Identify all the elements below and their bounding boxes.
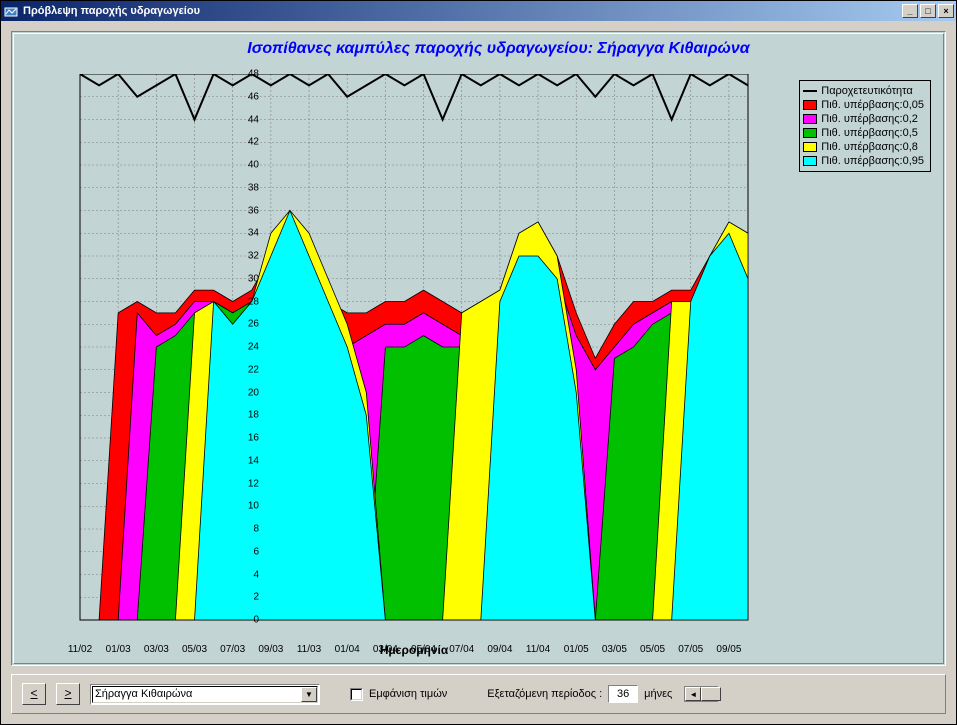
y-tick: 36: [248, 205, 259, 216]
y-tick: 46: [248, 91, 259, 102]
y-tick: 6: [253, 546, 259, 557]
show-values-option: Εμφάνιση τιμών: [350, 688, 447, 701]
legend-row: Πιθ. υπέρβασης:0,2: [803, 112, 924, 126]
y-tick: 10: [248, 501, 259, 512]
checkbox-label: Εμφάνιση τιμών: [369, 688, 447, 700]
y-tick: 30: [248, 273, 259, 284]
legend-label: Πιθ. υπέρβασης:0,5: [821, 126, 918, 140]
y-tick: 8: [253, 524, 259, 535]
y-tick: 24: [248, 342, 259, 353]
minimize-button[interactable]: _: [902, 4, 918, 18]
y-tick: 18: [248, 410, 259, 421]
period-label: Εξεταζόμενη περίοδος :: [487, 688, 602, 700]
y-tick: 2: [253, 592, 259, 603]
y-tick: 12: [248, 478, 259, 489]
x-tick: 03/04: [373, 644, 398, 655]
x-tick: 11/03: [297, 644, 321, 655]
legend: ΠαροχετευτικότηταΠιθ. υπέρβασης:0,05Πιθ.…: [799, 80, 931, 172]
y-tick: 16: [248, 433, 259, 444]
y-tick: 22: [248, 364, 259, 375]
y-tick: 26: [248, 319, 259, 330]
scroll-left-icon[interactable]: ◄: [685, 687, 701, 701]
legend-swatch: [803, 142, 817, 152]
show-values-checkbox[interactable]: [350, 688, 363, 701]
content-area: Ισοπίθανες καμπύλες παροχής υδραγωγείου:…: [1, 21, 956, 724]
x-tick: 09/04: [487, 644, 512, 655]
legend-label: Πιθ. υπέρβασης:0,8: [821, 140, 918, 154]
x-tick: 05/03: [182, 644, 207, 655]
legend-swatch: [803, 114, 817, 124]
maximize-button[interactable]: □: [920, 4, 936, 18]
y-tick: 48: [248, 69, 259, 80]
legend-row: Πιθ. υπέρβασης:0,05: [803, 98, 924, 112]
x-tick: 03/05: [602, 644, 627, 655]
dropdown-arrow-icon: ▼: [301, 687, 317, 702]
y-tick: 0: [253, 615, 259, 626]
x-tick: 01/05: [564, 644, 589, 655]
x-tick: 09/05: [716, 644, 741, 655]
legend-label: Πιθ. υπέρβασης:0,2: [821, 112, 918, 126]
legend-row: Πιθ. υπέρβασης:0,8: [803, 140, 924, 154]
legend-row: Πιθ. υπέρβασης:0,5: [803, 126, 924, 140]
x-tick: 07/05: [678, 644, 703, 655]
prev-button[interactable]: <: [22, 683, 46, 705]
y-tick: 34: [248, 228, 259, 239]
toolbar: < > Σήραγγα Κιθαιρώνα ▼ Εμφάνιση τιμών Ε…: [11, 674, 946, 714]
y-tick: 38: [248, 182, 259, 193]
legend-label: Πιθ. υπέρβασης:0,95: [821, 154, 924, 168]
chart-panel: Ισοπίθανες καμπύλες παροχής υδραγωγείου:…: [11, 31, 946, 666]
period-unit: μήνες: [644, 688, 672, 700]
x-tick: 05/05: [640, 644, 665, 655]
combo-value: Σήραγγα Κιθαιρώνα: [95, 688, 192, 700]
plot-area: [74, 74, 754, 640]
x-tick: 01/03: [106, 644, 131, 655]
y-tick: 14: [248, 455, 259, 466]
scroll-thumb[interactable]: [701, 687, 721, 701]
x-tick: 01/04: [335, 644, 360, 655]
legend-row: Πιθ. υπέρβασης:0,95: [803, 154, 924, 168]
legend-line-swatch: [803, 90, 817, 92]
y-tick: 20: [248, 387, 259, 398]
x-tick: 07/03: [220, 644, 245, 655]
x-tick: 05/04: [411, 644, 436, 655]
chart-svg: [74, 74, 754, 640]
period-control: Εξεταζόμενη περίοδος : 36 μήνες ◄ ►: [487, 685, 718, 703]
close-button[interactable]: ×: [938, 4, 954, 18]
y-tick: 42: [248, 137, 259, 148]
titlebar: Πρόβλεψη παροχής υδραγωγείου _ □ ×: [1, 1, 956, 21]
period-input[interactable]: 36: [608, 685, 638, 703]
period-scrollbar[interactable]: ◄ ►: [684, 686, 718, 702]
legend-swatch: [803, 100, 817, 110]
legend-label: Πιθ. υπέρβασης:0,05: [821, 98, 924, 112]
x-tick: 11/04: [526, 644, 550, 655]
app-window: Πρόβλεψη παροχής υδραγωγείου _ □ × Ισοπί…: [0, 0, 957, 725]
window-controls: _ □ ×: [902, 4, 954, 18]
x-tick: 09/03: [258, 644, 283, 655]
aqueduct-select[interactable]: Σήραγγα Κιθαιρώνα ▼: [90, 684, 320, 705]
legend-swatch: [803, 128, 817, 138]
next-button[interactable]: >: [56, 683, 80, 705]
x-tick: 11/02: [68, 644, 92, 655]
chart-title: Ισοπίθανες καμπύλες παροχής υδραγωγείου:…: [14, 40, 943, 58]
legend-label: Παροχετευτικότητα: [821, 84, 912, 98]
y-tick: 44: [248, 114, 259, 125]
y-tick: 32: [248, 251, 259, 262]
y-tick: 40: [248, 160, 259, 171]
x-tick: 07/04: [449, 644, 474, 655]
window-title: Πρόβλεψη παροχής υδραγωγείου: [23, 5, 902, 17]
x-tick: 03/03: [144, 644, 169, 655]
legend-row: Παροχετευτικότητα: [803, 84, 924, 98]
legend-swatch: [803, 156, 817, 166]
y-tick: 28: [248, 296, 259, 307]
app-icon: [3, 3, 19, 19]
y-tick: 4: [253, 569, 259, 580]
